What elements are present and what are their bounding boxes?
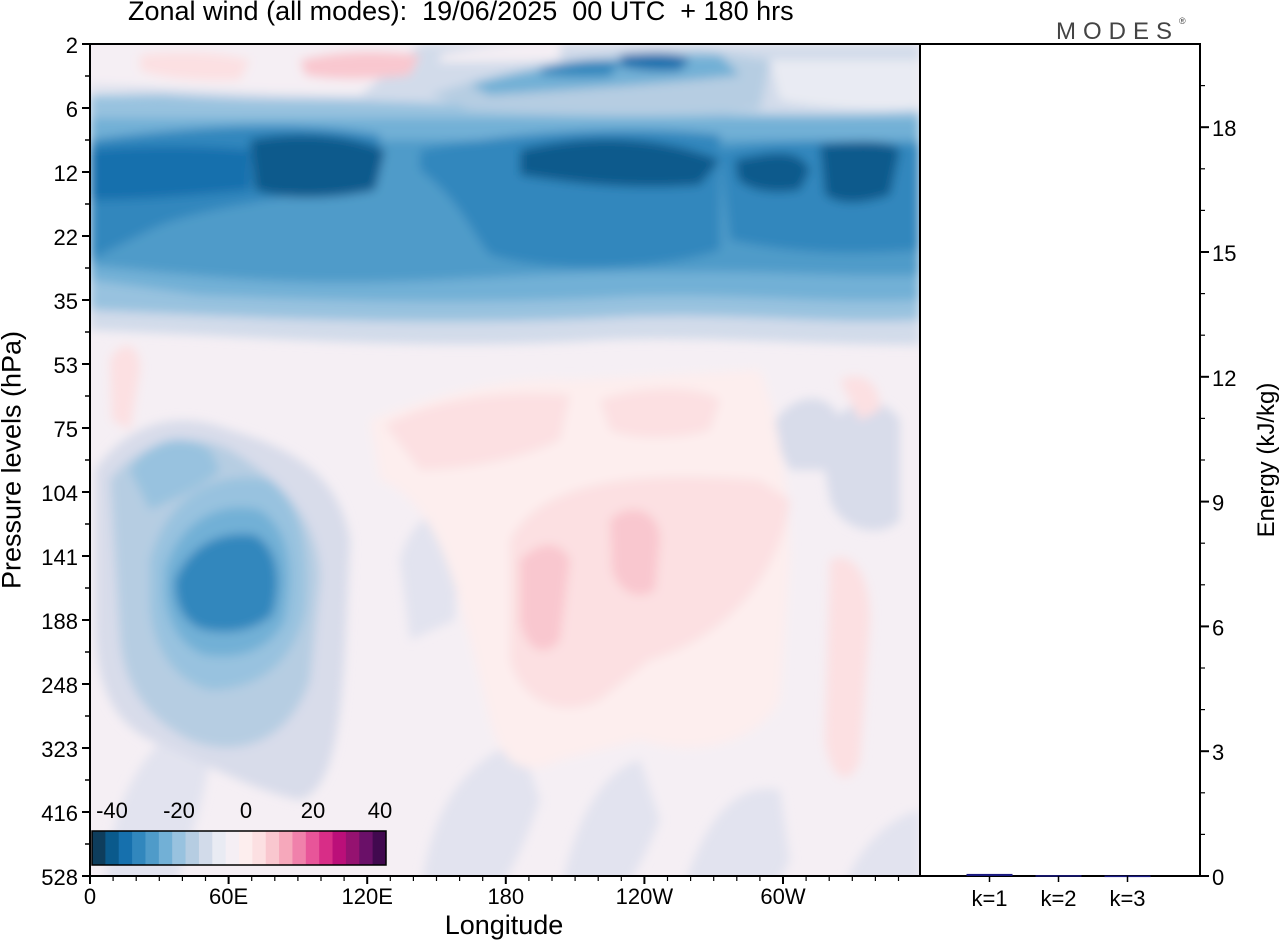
energy-tick-label: 0 (1212, 865, 1224, 890)
colorbar: -40 -20 0 20 40 (91, 798, 392, 866)
colorbar-swatch (265, 831, 280, 865)
energy-category-label: k=1 (971, 886, 1007, 911)
colorbar-label: 0 (240, 798, 252, 823)
energy-bars: k=1 k=2 k=3 (966, 873, 1151, 911)
energy-tick-label: 3 (1212, 740, 1224, 765)
y-tick-label: 22 (54, 225, 78, 250)
y-tick-label: 2 (66, 33, 78, 58)
y-tick-label: 141 (41, 545, 78, 570)
y-tick-label: 35 (54, 289, 78, 314)
energy-tick-label: 18 (1212, 116, 1236, 141)
x-tick-label: 60E (209, 884, 248, 909)
y-tick-label: 6 (66, 97, 78, 122)
chart-title: Zonal wind (all modes): 19/06/2025 00 UT… (128, 0, 794, 26)
colorbar-swatch (172, 831, 187, 865)
y-tick-label: 53 (54, 353, 78, 378)
colorbar-swatch (239, 831, 253, 865)
y-tick-label: 12 (54, 161, 78, 186)
energy-tick-label: 15 (1212, 241, 1236, 266)
energy-category-label: k=2 (1040, 886, 1076, 911)
colorbar-swatch (252, 831, 267, 865)
colorbar-swatch (372, 831, 387, 865)
energy-panel-frame (919, 43, 1201, 877)
colorbar-frame (91, 830, 387, 866)
colorbar-swatch (118, 831, 133, 865)
colorbar-swatch (185, 831, 200, 865)
x-tick-label: 60W (760, 884, 805, 909)
colorbar-swatch (158, 831, 173, 865)
colorbar-swatch (345, 831, 360, 865)
brand-name: MODES (1056, 18, 1180, 45)
colorbar-swatch (292, 831, 307, 865)
colorbar-swatch (212, 831, 227, 865)
x-axis-label: Longitude (444, 910, 564, 940)
colorbar-swatch (319, 831, 334, 865)
y-tick-label: 104 (41, 481, 78, 506)
x-tick-label: 120E (342, 884, 393, 909)
energy-tick-label: 12 (1212, 366, 1236, 391)
colorbar-swatch (105, 831, 120, 865)
colorbar-swatch (132, 831, 146, 865)
brand-logo: MODES® (1056, 16, 1186, 46)
y-tick-label: 248 (41, 673, 78, 698)
energy-category-label: k=3 (1109, 886, 1145, 911)
energy-tick-label: 9 (1212, 491, 1224, 516)
x-tick-label: 180 (487, 884, 524, 909)
colorbar-label: 20 (301, 798, 325, 823)
y-tick-label: 528 (41, 865, 78, 890)
energy-bar (966, 873, 1013, 876)
energy-tick-label: 6 (1212, 615, 1224, 640)
y-tick-label: 416 (41, 801, 78, 826)
zonal-wind-heatmap (90, 44, 920, 876)
colorbar-swatch (305, 831, 320, 865)
colorbar-swatch (279, 831, 293, 865)
y-tick-label: 188 (41, 609, 78, 634)
colorbar-swatch (225, 831, 240, 865)
colorbar-label: -20 (163, 798, 195, 823)
energy-bar (1035, 875, 1082, 877)
colorbar-label: -40 (96, 798, 128, 823)
y-tick-label: 323 (41, 737, 78, 762)
colorbar-swatch (332, 831, 347, 865)
registered-mark: ® (1179, 16, 1186, 26)
colorbar-swatch (145, 831, 160, 865)
colorbar-swatch (198, 831, 213, 865)
x-tick-label: 0 (84, 884, 96, 909)
colorbar-label: 40 (368, 798, 392, 823)
x-tick-label: 120W (616, 884, 674, 909)
colorbar-swatch (92, 831, 106, 865)
y-tick-label: 75 (54, 417, 78, 442)
colorbar-swatch (359, 831, 374, 865)
